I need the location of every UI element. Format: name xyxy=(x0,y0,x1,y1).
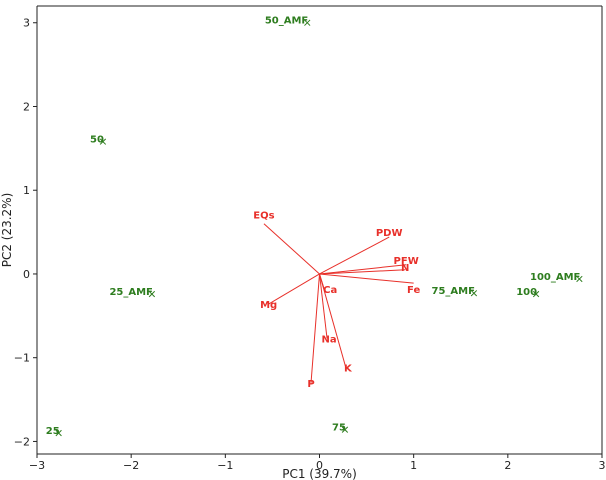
score-marker xyxy=(341,426,349,433)
score-marker xyxy=(576,275,583,283)
score-point: 75_AMF xyxy=(431,286,478,297)
loading-label: Mg xyxy=(260,300,277,311)
score-marker xyxy=(470,290,478,297)
loading-arrow xyxy=(319,273,347,368)
score-point: 100 xyxy=(516,287,540,298)
score-point: 50 xyxy=(90,135,107,146)
score-point: 25 xyxy=(46,426,62,437)
loading-label: K xyxy=(344,364,353,375)
loading-label: EQs xyxy=(253,211,274,222)
score-label: 25_AMF xyxy=(109,287,152,298)
loading-label: P xyxy=(307,379,314,390)
score-point: 50_AMF xyxy=(265,16,311,27)
loading-arrow xyxy=(268,273,320,305)
score-label: 50_AMF xyxy=(265,16,308,27)
loading-arrow xyxy=(319,236,390,275)
score-point: 100_AMF xyxy=(530,272,583,283)
loading-label: Fe xyxy=(407,285,420,296)
loading-arrow xyxy=(319,273,414,284)
score-point: 75 xyxy=(332,423,349,434)
score-marker xyxy=(304,19,311,26)
x-axis-title: PC1 (39.7%) xyxy=(282,467,357,480)
score-label: 100 xyxy=(516,287,537,298)
score-points: 50_AMF 50 25_AMF 25 75 75_AMF 100 100_AMF xyxy=(46,16,583,437)
x-tick-label: −1 xyxy=(217,459,233,472)
loading-arrow xyxy=(263,223,320,275)
score-label: 25 xyxy=(46,426,60,437)
score-marker xyxy=(148,290,156,298)
loading-label: Ca xyxy=(323,285,337,296)
loading-arrow xyxy=(319,264,407,275)
y-tick-label: −2 xyxy=(14,435,30,448)
score-marker xyxy=(99,138,107,145)
score-label: 50 xyxy=(90,135,104,146)
x-tick-label: 3 xyxy=(599,459,606,472)
score-label: 75_AMF xyxy=(431,286,474,297)
y-tick-label: −1 xyxy=(14,352,30,365)
y-tick-label: 1 xyxy=(23,184,30,197)
y-axis-title: PC2 (23.2%) xyxy=(0,193,14,268)
loading-label: PDW xyxy=(376,228,403,239)
axes: −3 −2 −1 0 1 2 3 −2 −1 0 1 2 3 xyxy=(14,5,606,472)
loading-arrow xyxy=(310,273,320,383)
loading-label: Na xyxy=(321,334,336,345)
x-tick-label: 2 xyxy=(504,459,511,472)
x-tick-label: 0 xyxy=(316,459,323,472)
y-tick-label: 2 xyxy=(23,100,30,113)
x-tick-label: −3 xyxy=(29,459,45,472)
score-marker xyxy=(532,290,540,298)
loading-label: N xyxy=(401,263,409,274)
score-point: 25_AMF xyxy=(109,287,156,298)
x-tick-label: 1 xyxy=(410,459,417,472)
score-label: 75 xyxy=(332,423,346,434)
loading-label: PFW xyxy=(394,256,419,267)
score-marker xyxy=(55,429,62,437)
loading-arrow xyxy=(319,273,328,339)
loading-arrow xyxy=(319,269,406,275)
score-label: 100_AMF xyxy=(530,272,580,283)
y-tick-label: 3 xyxy=(23,17,30,30)
y-tick-label: 0 xyxy=(23,268,30,281)
x-tick-label: −2 xyxy=(123,459,139,472)
